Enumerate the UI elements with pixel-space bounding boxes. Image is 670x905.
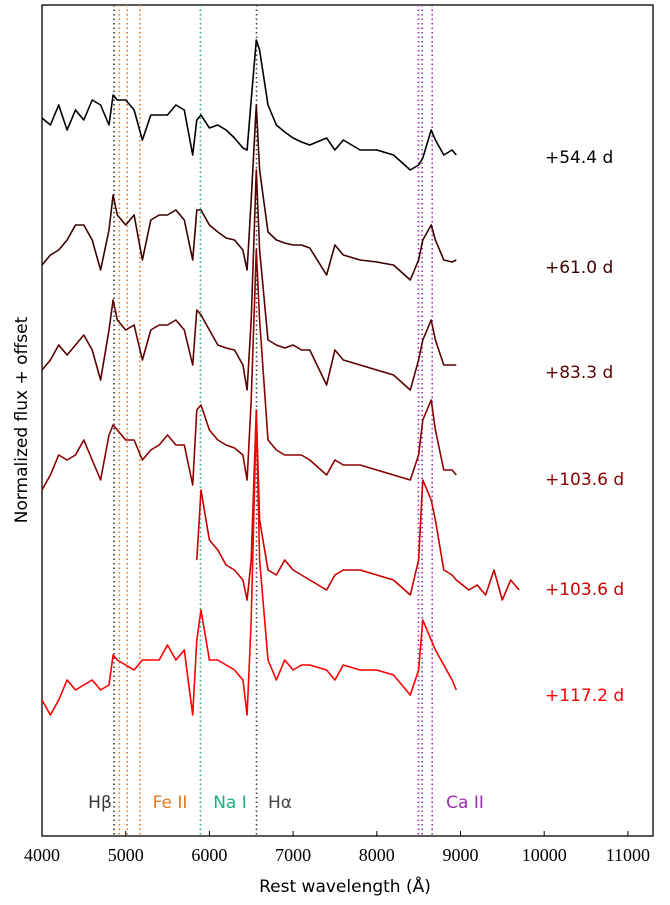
marker-label: Hα [268,793,292,813]
spectrum [41,249,457,491]
marker-label: Fe II [153,793,188,813]
spectrum [196,409,520,601]
marker-label: Na I [213,793,247,813]
plot-frame [41,4,654,837]
x-tick-label: 11000 [606,845,650,865]
epoch-label: +103.6 d [545,580,624,600]
x-tick-label: 4000 [24,845,60,865]
x-tick-label: 7000 [275,845,311,865]
epoch-label: +103.6 d [545,470,624,490]
x-axis-label: Rest wavelength (Å) [259,875,431,897]
spectrum [41,414,458,716]
spectrum [41,169,457,391]
marker-label: Ca II [446,793,484,813]
spectrum [41,39,457,171]
x-tick-label: 10000 [522,845,567,865]
epoch-label: +83.3 d [545,363,613,383]
x-tick-label: 9000 [442,845,478,865]
x-tick-label: 8000 [359,845,395,865]
x-tick-label: 6000 [191,845,227,865]
marker-label: Hβ [88,793,112,813]
epoch-label: +61.0 d [545,258,613,278]
epoch-label: +117.2 d [545,686,624,706]
spectrum [41,104,457,281]
epoch-label: +54.4 d [545,148,613,168]
x-tick-label: 5000 [108,845,144,865]
y-axis-label: Normalized flux + offset [12,316,32,523]
